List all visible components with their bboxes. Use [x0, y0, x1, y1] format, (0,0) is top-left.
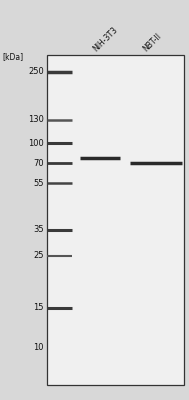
Text: 70: 70 [33, 158, 44, 168]
Text: NIH-3T3: NIH-3T3 [92, 25, 120, 53]
Text: NBT-II: NBT-II [142, 31, 163, 53]
Text: 130: 130 [28, 116, 44, 124]
Bar [47, 55, 184, 385]
Text: 25: 25 [33, 252, 44, 260]
Text: 100: 100 [28, 138, 44, 148]
Text: 250: 250 [28, 68, 44, 76]
Text: 15: 15 [33, 304, 44, 312]
Text: 10: 10 [33, 344, 44, 352]
Text: 35: 35 [33, 226, 44, 234]
Text: [kDa]: [kDa] [2, 52, 23, 62]
Text: 55: 55 [33, 178, 44, 188]
